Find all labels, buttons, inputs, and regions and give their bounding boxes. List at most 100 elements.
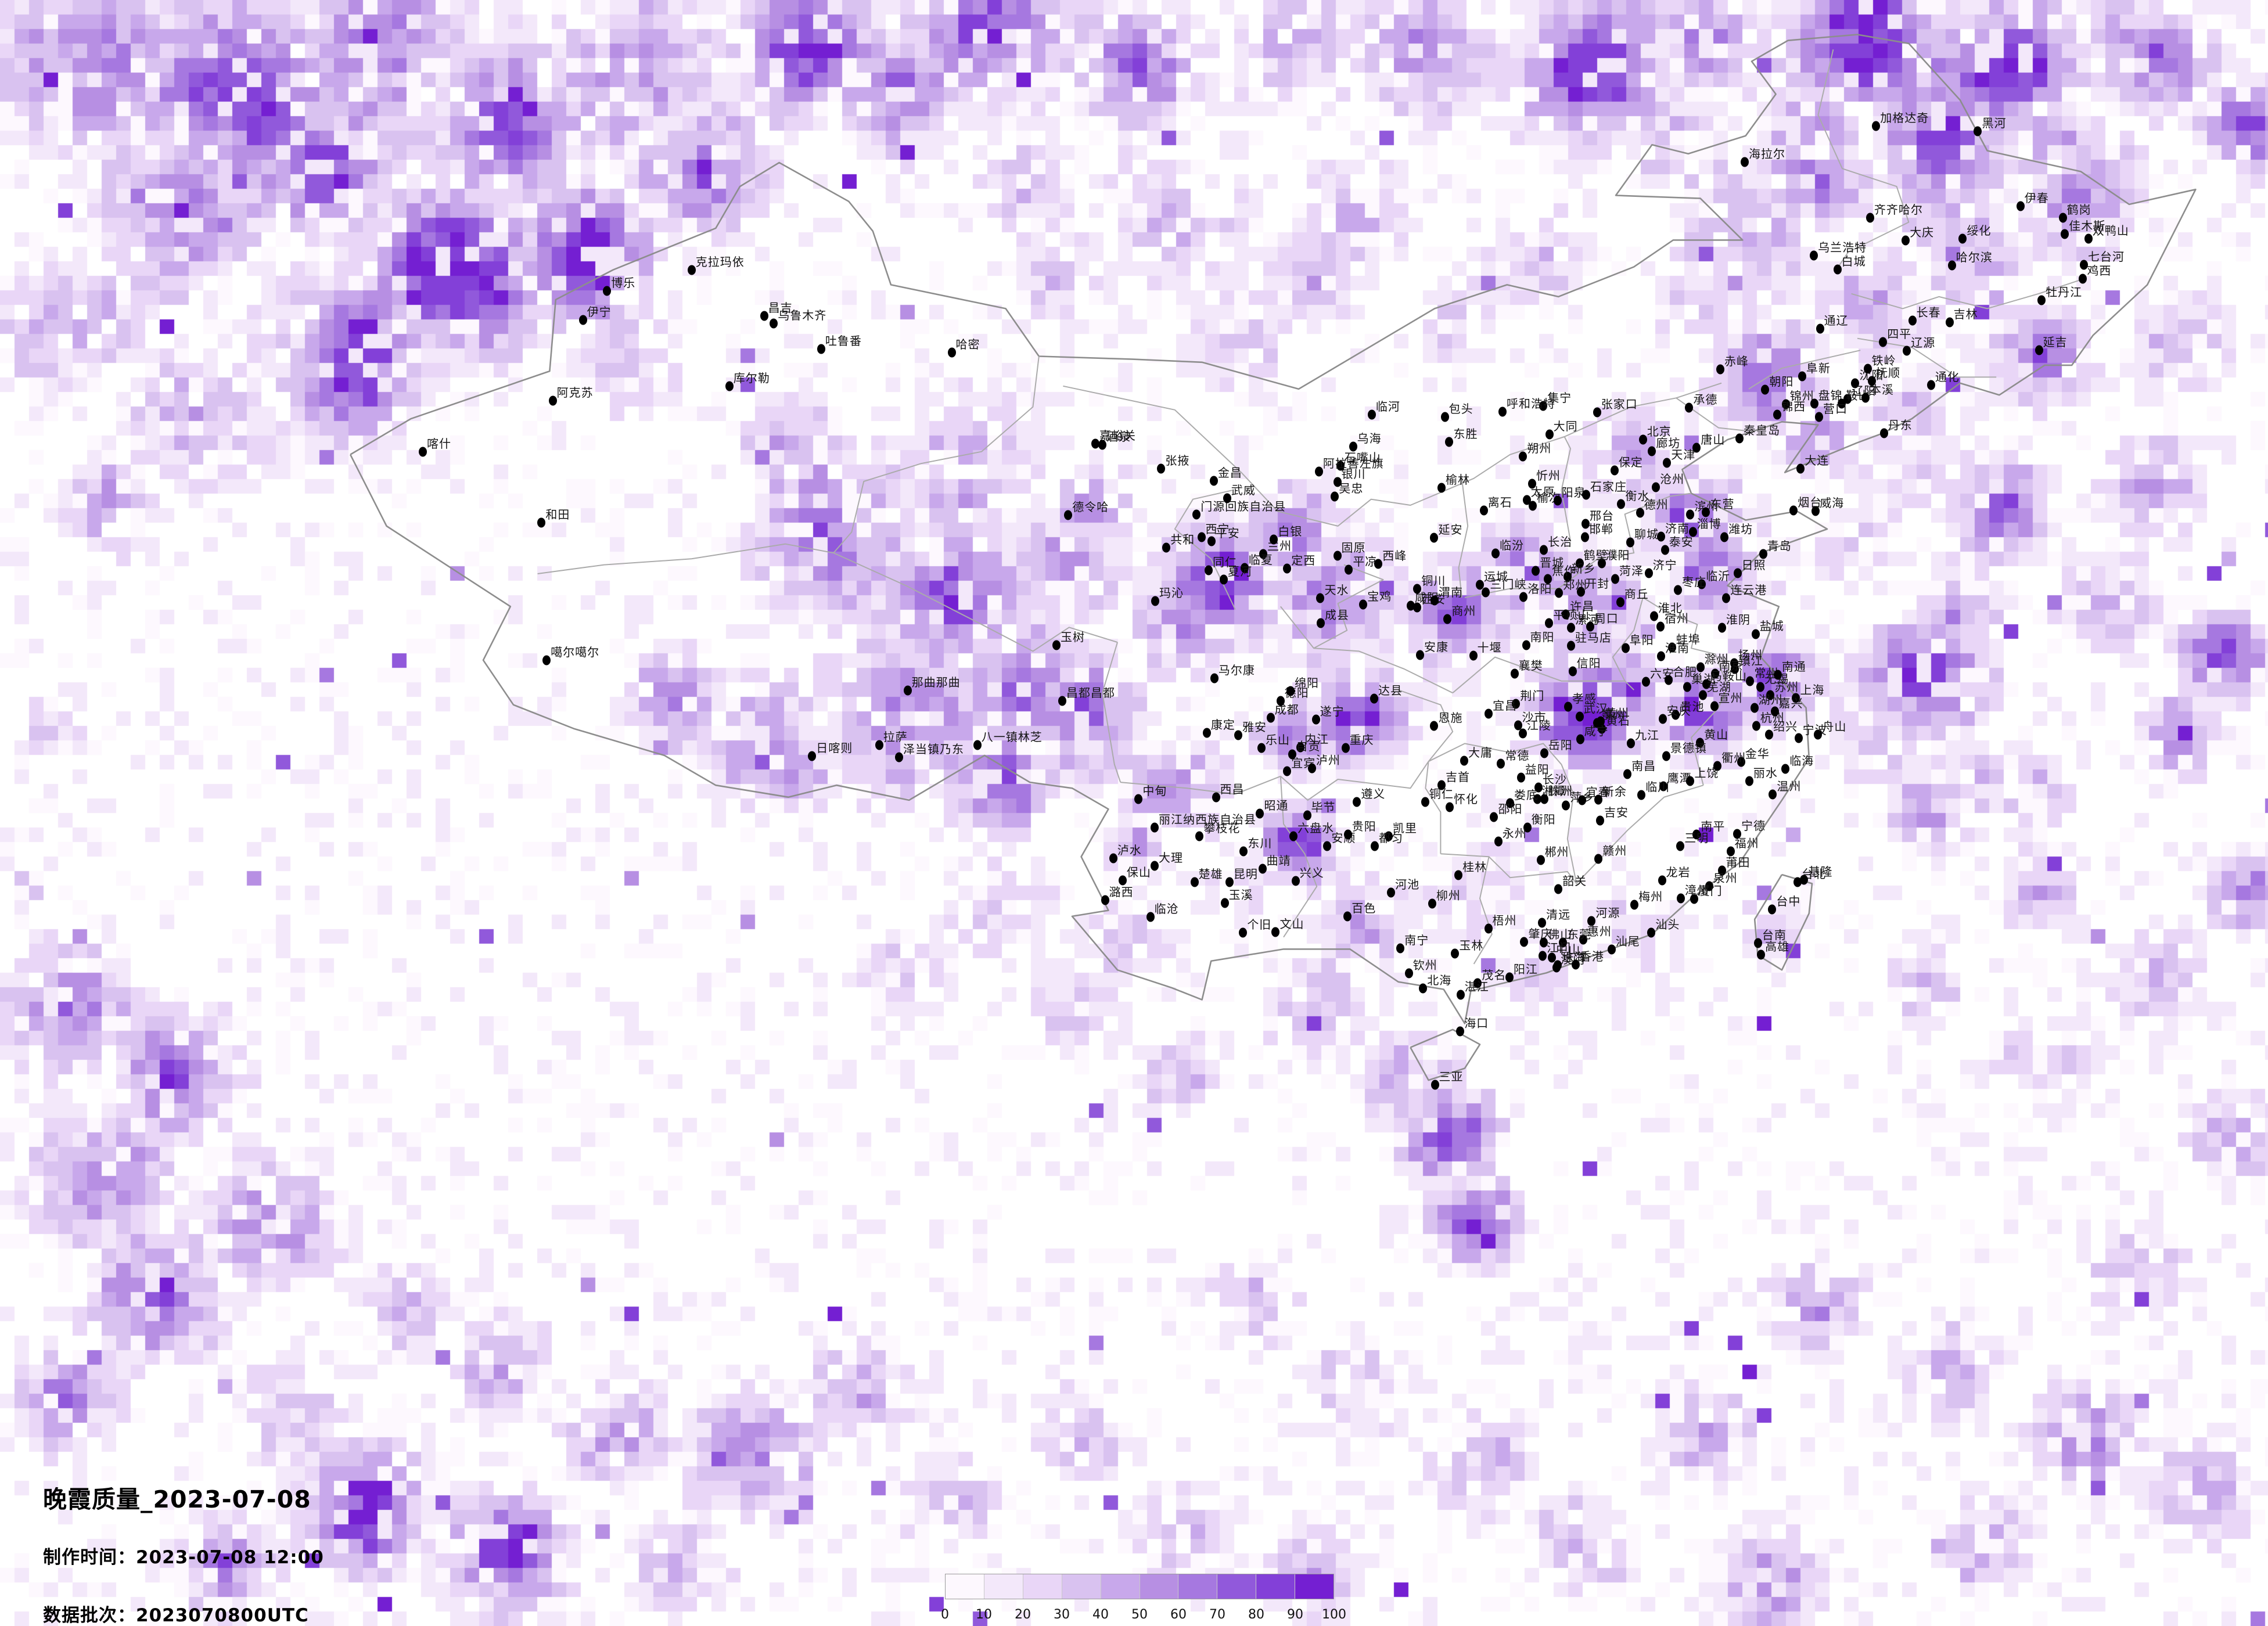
city-dot <box>1419 983 1428 994</box>
city-label: 南平 <box>1701 819 1726 834</box>
city-dot <box>1674 585 1683 595</box>
city-label: 太原 <box>1530 485 1555 499</box>
city-label: 平凉 <box>1353 554 1378 569</box>
legend-segment <box>1101 1574 1140 1599</box>
city-dot <box>1702 507 1710 517</box>
city-dot <box>1430 721 1439 731</box>
city-dot <box>1456 1026 1465 1037</box>
city-dot <box>1947 260 1956 271</box>
city-label: 茂名 <box>1482 967 1507 982</box>
city-label: 南阳 <box>1530 630 1555 645</box>
city-dot <box>1064 510 1073 520</box>
province-border-line <box>1102 642 1122 783</box>
city-label: 岳阳 <box>1548 738 1573 753</box>
city-label: 乌鲁木齐 <box>778 308 827 323</box>
city-label: 加格达奇 <box>1880 111 1929 125</box>
city-label: 珠海 <box>1562 949 1587 964</box>
city-dot <box>1593 407 1601 418</box>
city-dot <box>1794 733 1803 743</box>
city-label: 阳江 <box>1513 962 1538 976</box>
production-time-value: 2023-07-08 12:00 <box>136 1547 324 1568</box>
city-label: 锦州 <box>1789 388 1814 403</box>
city-label: 楚雄 <box>1198 867 1223 882</box>
city-dot <box>1553 495 1562 506</box>
city-dot <box>1751 629 1760 639</box>
city-label: 天水 <box>1324 583 1349 598</box>
city-label: 南昌 <box>1631 758 1656 773</box>
city-label: 张家口 <box>1601 397 1638 412</box>
city-dot <box>1384 831 1393 841</box>
city-dot <box>1621 643 1630 653</box>
city-dot <box>1642 677 1650 687</box>
city-label: 张掖 <box>1165 453 1190 467</box>
city-dot <box>1586 621 1594 632</box>
city-dot <box>1851 378 1860 388</box>
city-dot <box>1611 574 1619 584</box>
city-label: 淮南 <box>1665 641 1690 656</box>
data-batch-value: 2023070800UTC <box>136 1605 309 1626</box>
city-dot <box>1657 651 1665 661</box>
legend-tick-label: 60 <box>1170 1607 1187 1622</box>
city-dot <box>1209 476 1218 486</box>
city-dot <box>1555 588 1563 598</box>
city-label: 邵阳 <box>1498 801 1523 816</box>
city-label: 吐鲁番 <box>825 333 862 348</box>
legend-segment <box>1295 1574 1334 1599</box>
city-dot <box>1756 682 1765 692</box>
city-dot <box>1733 829 1742 839</box>
city-label: 乌兰浩特 <box>1818 240 1867 255</box>
city-dot <box>1473 978 1482 988</box>
city-label: 黄山 <box>1704 727 1729 742</box>
city-dot <box>1692 829 1701 840</box>
city-dot <box>1440 412 1449 422</box>
city-label: 基隆 <box>1808 864 1833 879</box>
city-label: 镇江 <box>1738 654 1763 668</box>
city-dot <box>1768 904 1777 915</box>
city-label: 濮阳 <box>1605 548 1630 562</box>
city-dot <box>1101 895 1109 905</box>
city-dot <box>1626 537 1634 548</box>
city-dot <box>2058 213 2067 223</box>
city-dot <box>2037 295 2046 305</box>
city-label: 滁州 <box>1704 652 1729 667</box>
city-label: 恩施 <box>1438 710 1463 725</box>
province-border-line <box>1174 490 1236 610</box>
city-dot <box>1696 662 1705 672</box>
city-dot <box>1446 802 1454 812</box>
city-dot <box>1527 479 1536 489</box>
national-border-line <box>1410 1028 1481 1081</box>
city-dot <box>1058 696 1066 706</box>
city-dot <box>1867 376 1876 386</box>
city-label: 滨州 <box>1694 499 1719 514</box>
city-dot <box>1773 670 1782 680</box>
city-label: 白银 <box>1278 524 1303 539</box>
city-dot <box>1879 337 1888 347</box>
city-dot <box>1766 690 1775 700</box>
city-dot <box>1567 623 1576 633</box>
city-label: 鹤壁 <box>1583 548 1608 563</box>
city-dot <box>1676 893 1685 904</box>
city-label: 咸宁 <box>1584 724 1609 739</box>
city-label: 保山 <box>1126 865 1151 879</box>
city-label: 香港 <box>1579 949 1604 964</box>
city-dot <box>1396 943 1405 954</box>
city-label: 达县 <box>1378 684 1403 698</box>
city-dot <box>1519 592 1528 602</box>
city-dot <box>1770 706 1779 717</box>
city-dot <box>1491 548 1500 559</box>
city-label: 固原 <box>1341 541 1366 555</box>
city-dot <box>1958 233 1967 244</box>
city-dot <box>1552 962 1561 973</box>
city-label: 连云港 <box>1730 582 1767 597</box>
city-dot <box>1514 720 1522 731</box>
city-dot <box>419 447 427 457</box>
city-dot <box>1769 789 1777 800</box>
city-dot <box>1118 875 1127 886</box>
city-label: 铁岭 <box>1871 353 1896 368</box>
city-dot <box>1370 693 1378 704</box>
city-label: 高雄 <box>1765 939 1790 954</box>
city-dot <box>1816 323 1824 334</box>
city-dot <box>1494 836 1503 847</box>
